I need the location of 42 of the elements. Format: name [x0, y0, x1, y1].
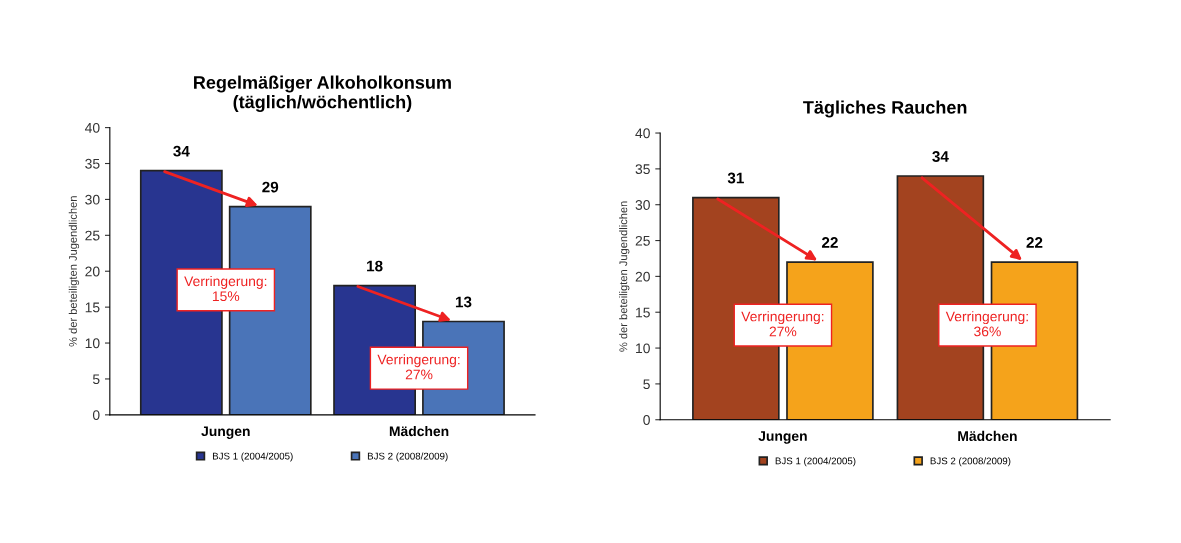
y-tick-label: 35 [635, 164, 650, 175]
y-tick-label: 30 [635, 200, 650, 210]
annotation: Verringerung: 27% [377, 354, 460, 380]
y-tick-label: 25 [635, 235, 650, 246]
y-tick-label: 40 [635, 128, 650, 139]
x-tick-label: Mädchen [958, 430, 1017, 442]
y-axis-title: % der beteiligten Jugendlichen [619, 201, 630, 352]
annotation: Verringerung: 27% [741, 311, 824, 337]
y-tick-label: 10 [636, 343, 650, 354]
data-label: 34 [932, 151, 949, 162]
data-label: 34 [173, 145, 190, 157]
y-tick-label: 15 [85, 302, 100, 313]
y-tick-label: 30 [85, 194, 100, 205]
chart-title: Tägliches Rauchen [803, 100, 967, 118]
x-tick-label: Jungen [201, 426, 250, 439]
y-axis-title: % der beteiligten Jugendlichen [68, 196, 80, 347]
y-tick-label: 0 [643, 415, 650, 425]
legend-label: BJS 1 (2004/2005) [775, 457, 856, 467]
y-tick-label: 35 [85, 158, 100, 169]
chart-title: Regelmäßiger Alkoholkonsum (täglich/wöchentlich) [194, 75, 451, 112]
data-label: 13 [455, 296, 472, 308]
y-tick-label: 20 [635, 271, 650, 282]
data-label: 31 [727, 172, 744, 184]
y-tick-label: 5 [643, 379, 650, 390]
legend-label: BJS 2 (2008/2009) [367, 452, 448, 462]
y-tick-label: 5 [92, 374, 100, 385]
legend-label: BJS 1 (2004/2005) [212, 452, 293, 462]
y-tick-label: 25 [85, 230, 100, 241]
data-label: 29 [262, 181, 279, 193]
data-label: 18 [367, 260, 383, 272]
y-tick-label: 15 [636, 307, 650, 318]
data-label: 22 [821, 237, 838, 248]
annotation: Verringerung: 36% [945, 311, 1028, 337]
legend-label: BJS 2 (2008/2009) [930, 457, 1011, 467]
x-tick-label: Mädchen [389, 425, 449, 437]
y-tick-label: 10 [85, 338, 100, 349]
y-tick-label: 20 [85, 266, 100, 277]
data-label: 22 [1026, 237, 1043, 248]
x-tick-label: Jungen [758, 431, 807, 444]
y-tick-label: 40 [84, 122, 100, 133]
annotation: Verringerung: 15% [184, 275, 267, 302]
y-tick-label: 0 [92, 410, 100, 421]
